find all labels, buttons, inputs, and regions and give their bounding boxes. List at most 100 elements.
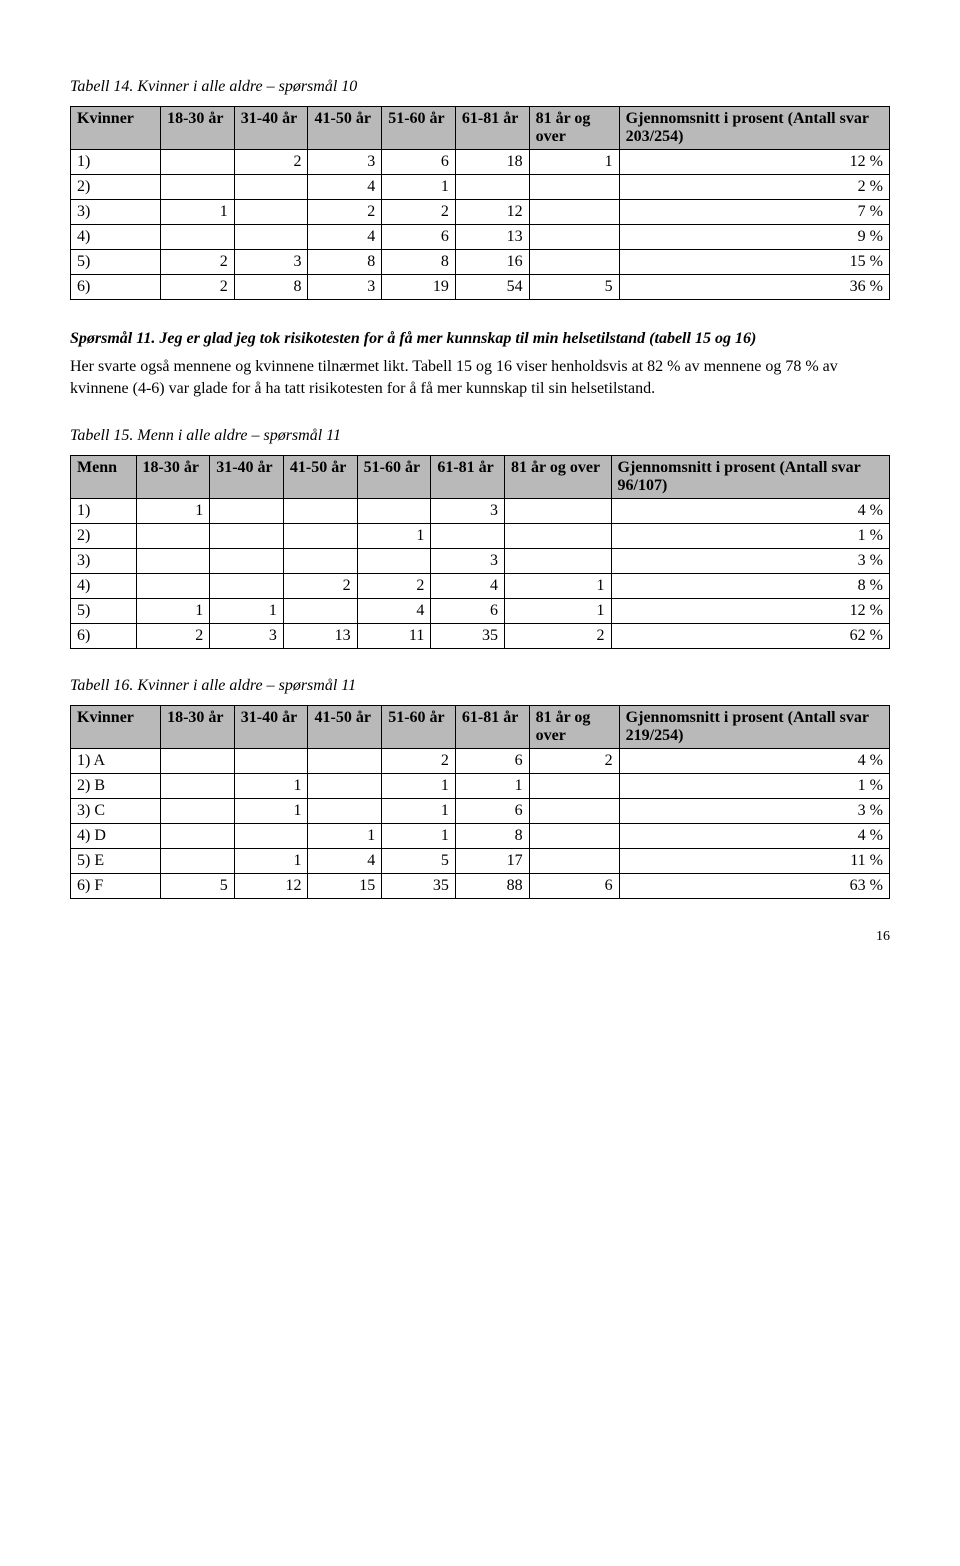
table-cell bbox=[529, 774, 619, 799]
col-header: Gjennomsnitt i prosent (Antall svar 219/… bbox=[619, 706, 889, 749]
table-cell: 2 bbox=[283, 574, 357, 599]
table-cell: 4) D bbox=[71, 824, 161, 849]
col-header: Kvinner bbox=[71, 706, 161, 749]
table-cell: 4 bbox=[308, 175, 382, 200]
table-row: 2) B1111 % bbox=[71, 774, 890, 799]
table14: Kvinner18-30 år31-40 år41-50 år51-60 år6… bbox=[70, 106, 890, 300]
table-cell: 8 bbox=[455, 824, 529, 849]
table-cell: 1 bbox=[234, 799, 308, 824]
table-row: 2)11 % bbox=[71, 524, 890, 549]
table-cell: 3 % bbox=[619, 799, 889, 824]
table-cell: 16 bbox=[455, 250, 529, 275]
table-cell: 4 bbox=[431, 574, 505, 599]
table-cell: 6) F bbox=[71, 874, 161, 899]
table-row: 4)46139 % bbox=[71, 225, 890, 250]
table-cell: 18 bbox=[455, 150, 529, 175]
table-cell bbox=[234, 225, 308, 250]
col-header: 18-30 år bbox=[136, 456, 210, 499]
table-cell: 1 bbox=[382, 774, 456, 799]
table-cell: 6) bbox=[71, 624, 137, 649]
table-cell: 54 bbox=[455, 275, 529, 300]
table-cell: 2) bbox=[71, 524, 137, 549]
col-header: 81 år og over bbox=[529, 107, 619, 150]
table-cell: 3) bbox=[71, 549, 137, 574]
col-header: 61-81 år bbox=[455, 706, 529, 749]
col-header: 51-60 år bbox=[357, 456, 431, 499]
table-row: 2)412 % bbox=[71, 175, 890, 200]
table-cell: 3) C bbox=[71, 799, 161, 824]
table-cell: 5) bbox=[71, 599, 137, 624]
col-header: 31-40 år bbox=[234, 706, 308, 749]
table-cell: 4 % bbox=[619, 824, 889, 849]
table-cell: 3 bbox=[210, 624, 284, 649]
table-cell: 5 bbox=[382, 849, 456, 874]
table-cell bbox=[161, 175, 235, 200]
table-row: 5)23881615 % bbox=[71, 250, 890, 275]
table-cell bbox=[529, 225, 619, 250]
table-cell bbox=[283, 549, 357, 574]
table-cell bbox=[308, 774, 382, 799]
table-cell bbox=[210, 574, 284, 599]
table-cell: 4 % bbox=[619, 749, 889, 774]
table-cell bbox=[161, 225, 235, 250]
table-cell: 5) bbox=[71, 250, 161, 275]
table-cell: 8 bbox=[234, 275, 308, 300]
table-row: 3) C1163 % bbox=[71, 799, 890, 824]
table-cell: 1 bbox=[505, 599, 611, 624]
table-cell bbox=[529, 175, 619, 200]
table-cell bbox=[283, 524, 357, 549]
table-cell: 4 bbox=[357, 599, 431, 624]
table-cell: 9 % bbox=[619, 225, 889, 250]
col-header: 41-50 år bbox=[308, 706, 382, 749]
col-header: 51-60 år bbox=[382, 107, 456, 150]
table-row: 4)22418 % bbox=[71, 574, 890, 599]
table-cell bbox=[161, 824, 235, 849]
table-cell: 19 bbox=[382, 275, 456, 300]
table-cell bbox=[529, 200, 619, 225]
table-cell bbox=[210, 499, 284, 524]
q11-paragraph: Her svarte også mennene og kvinnene tiln… bbox=[70, 356, 890, 399]
table-cell: 6) bbox=[71, 275, 161, 300]
table-cell bbox=[234, 175, 308, 200]
table-cell: 6 bbox=[455, 749, 529, 774]
table-cell: 2 bbox=[382, 749, 456, 774]
table-row: 4) D1184 % bbox=[71, 824, 890, 849]
table-cell: 1 bbox=[382, 175, 456, 200]
table16-caption: Tabell 16. Kvinner i alle aldre – spørsm… bbox=[70, 677, 890, 695]
table-cell bbox=[136, 549, 210, 574]
table-cell: 4 % bbox=[611, 499, 890, 524]
table-cell: 3 bbox=[234, 250, 308, 275]
table-cell bbox=[161, 749, 235, 774]
table-cell: 3 bbox=[308, 150, 382, 175]
table-cell: 5 bbox=[529, 275, 619, 300]
table-cell: 62 % bbox=[611, 624, 890, 649]
q11-title: Spørsmål 11. Jeg er glad jeg tok risikot… bbox=[70, 330, 890, 348]
table-cell: 12 % bbox=[611, 599, 890, 624]
table-cell: 1 bbox=[455, 774, 529, 799]
table-cell bbox=[308, 799, 382, 824]
table-cell: 1 % bbox=[619, 774, 889, 799]
table-cell: 12 % bbox=[619, 150, 889, 175]
table15-caption: Tabell 15. Menn i alle aldre – spørsmål … bbox=[70, 427, 890, 445]
table-cell: 3 bbox=[308, 275, 382, 300]
table-cell bbox=[529, 824, 619, 849]
table-row: 1) A2624 % bbox=[71, 749, 890, 774]
table-cell: 12 bbox=[455, 200, 529, 225]
table-cell: 35 bbox=[382, 874, 456, 899]
table-cell: 1 bbox=[382, 824, 456, 849]
table-cell: 8 bbox=[382, 250, 456, 275]
table-cell: 2 bbox=[136, 624, 210, 649]
table-cell: 1) bbox=[71, 499, 137, 524]
table-cell: 63 % bbox=[619, 874, 889, 899]
table-cell: 35 bbox=[431, 624, 505, 649]
table-cell: 2 bbox=[161, 275, 235, 300]
col-header: 51-60 år bbox=[382, 706, 456, 749]
table-cell: 1 bbox=[136, 599, 210, 624]
table-cell: 6 bbox=[455, 799, 529, 824]
table-cell: 3 bbox=[431, 549, 505, 574]
table-row: 1)23618112 % bbox=[71, 150, 890, 175]
table-cell bbox=[308, 749, 382, 774]
table-cell bbox=[529, 849, 619, 874]
col-header: Gjennomsnitt i prosent (Antall svar 96/1… bbox=[611, 456, 890, 499]
table-cell: 1 bbox=[382, 799, 456, 824]
